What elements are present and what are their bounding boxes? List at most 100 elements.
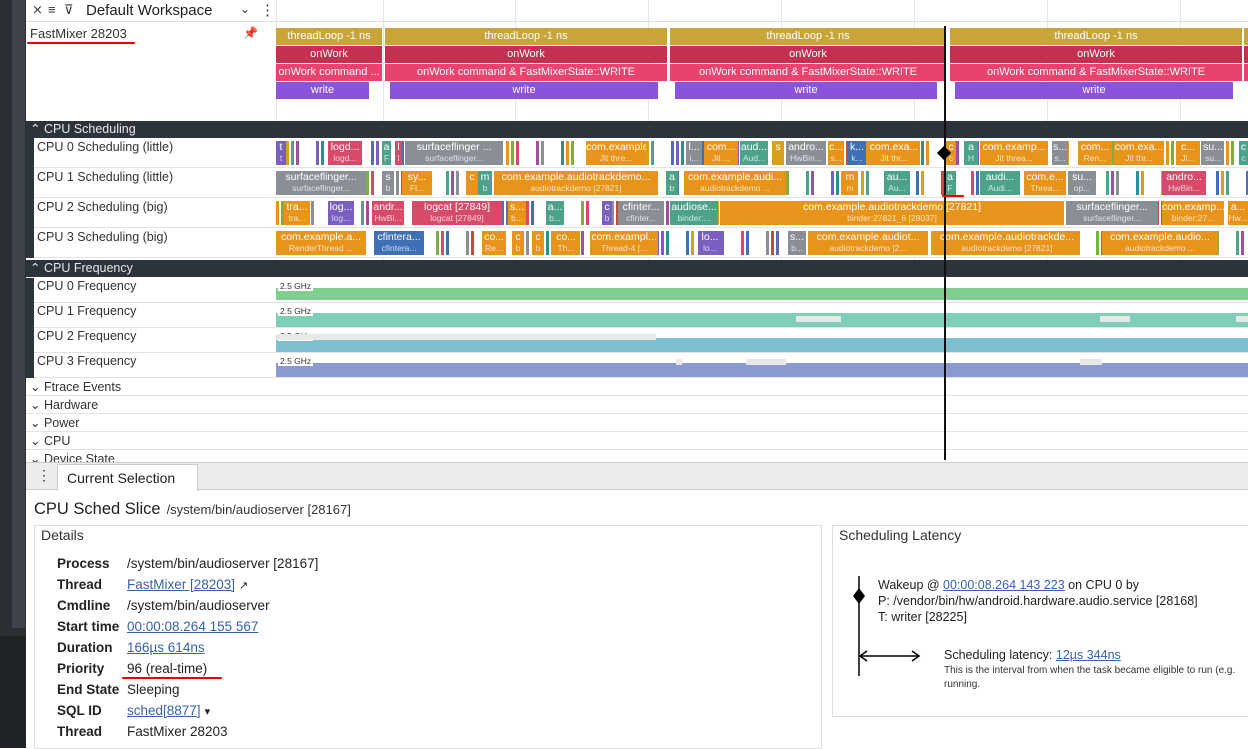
sched-slice[interactable]: su... op...	[1068, 171, 1096, 195]
sched-sliver[interactable]	[471, 231, 474, 255]
sched-slice[interactable]: s... b...	[508, 201, 526, 225]
sched-sliver[interactable]	[671, 141, 674, 165]
sched-sliver[interactable]	[931, 231, 934, 255]
sched-sliver[interactable]	[691, 231, 694, 255]
chevron-down-icon[interactable]: ▾	[204, 706, 211, 718]
sched-slice[interactable]: audiose... binder:...	[670, 201, 718, 225]
field-value[interactable]: 00:00:08.264 155 567	[127, 619, 259, 634]
sched-sliver[interactable]	[541, 141, 544, 165]
sched-sliver[interactable]	[526, 231, 529, 255]
sched-slice[interactable]: cfinter... cfinter...	[618, 201, 664, 225]
sched-sliver[interactable]	[921, 141, 924, 165]
sched-sliver[interactable]	[811, 171, 814, 195]
sched-slice[interactable]: com.example.audiot... audiotrackdemo [2..…	[808, 231, 928, 255]
sched-sliver[interactable]	[526, 201, 529, 225]
sched-sliver[interactable]	[441, 231, 444, 255]
sched-sliver[interactable]	[286, 141, 289, 165]
slice-edge[interactable]	[1244, 28, 1248, 45]
sched-sliver[interactable]	[741, 231, 744, 255]
sched-slice[interactable]: surfaceflinger... surfaceflinger...	[276, 171, 366, 195]
sched-sliver[interactable]	[1221, 171, 1224, 195]
field-value[interactable]: 166µs 614ns	[127, 640, 205, 655]
sched-sliver[interactable]	[666, 201, 669, 225]
sched-sliver[interactable]	[661, 231, 664, 255]
sched-slice[interactable]: a... Hw...	[1228, 201, 1248, 225]
freq-bar[interactable]	[276, 313, 1248, 327]
sched-slice[interactable]: com... Jit ...	[704, 141, 738, 165]
time-ruler[interactable]	[276, 0, 1248, 22]
sched-sliver[interactable]	[1216, 171, 1219, 195]
sched-slice[interactable]: su... su...	[1202, 141, 1224, 165]
freq-bar[interactable]	[276, 288, 1248, 300]
latency-value-link[interactable]: 12µs 344ns	[1055, 648, 1121, 662]
sched-slice[interactable]: surfaceflinger ... surfaceflinger...	[405, 141, 503, 165]
sched-slice[interactable]: com.example.audio... audiotrackdemo ...	[1102, 231, 1218, 255]
sched-sliver[interactable]	[511, 141, 514, 165]
sched-slice[interactable]: com.example.a... RenderThread ...	[276, 231, 366, 255]
sched-slice[interactable]: com.examp... binder:27...	[1162, 201, 1224, 225]
sched-slice[interactable]: logd... logd...	[328, 141, 362, 165]
collapsed-group[interactable]: ⌄ CPU	[30, 433, 70, 448]
sched-track-name[interactable]: CPU 2 Scheduling (big)	[37, 200, 168, 214]
freq-track-name[interactable]: CPU 1 Frequency	[37, 304, 137, 318]
sched-sliver[interactable]	[566, 141, 569, 165]
slice-row3[interactable]: onWork command & FastMixerState::WRITE	[385, 64, 667, 81]
sched-slice[interactable]: k... k...	[848, 141, 866, 165]
sched-sliver[interactable]	[311, 201, 314, 225]
slice-row4[interactable]: write	[955, 82, 1233, 99]
sched-sliver[interactable]	[366, 201, 369, 225]
filter-icon[interactable]: ⊽	[64, 2, 74, 17]
sched-sliver[interactable]	[531, 201, 534, 225]
sort-icon[interactable]: ≡	[48, 2, 56, 17]
sched-track-name[interactable]: CPU 0 Scheduling (little)	[37, 140, 174, 154]
sched-slice[interactable]: com.example...Jit thre...	[586, 141, 646, 165]
sched-slice[interactable]: s	[772, 141, 784, 165]
sched-sliver[interactable]	[616, 201, 619, 225]
sched-sliver[interactable]	[861, 171, 864, 195]
collapsed-group[interactable]: ⌄ Hardware	[30, 397, 98, 412]
sched-sliver[interactable]	[1141, 171, 1144, 195]
sched-sliver[interactable]	[771, 231, 774, 255]
sched-sliver[interactable]	[1106, 171, 1109, 195]
sched-sliver[interactable]	[291, 141, 294, 165]
sched-sliver[interactable]	[581, 231, 584, 255]
sched-sliver[interactable]	[746, 231, 749, 255]
slice-row1[interactable]: threadLoop -1 ns	[276, 28, 382, 45]
sched-sliver[interactable]	[866, 171, 869, 195]
sched-sliver[interactable]	[806, 171, 809, 195]
sched-slice[interactable]: com.example.audiotrackde... audiotrackdem…	[934, 231, 1080, 255]
sched-sliver[interactable]	[1096, 231, 1099, 255]
sched-slice[interactable]: com... Ren...	[1078, 141, 1112, 165]
slice-row3[interactable]: onWork command & FastMixerState::WRITE	[670, 64, 946, 81]
sched-slice[interactable]: com.e... Threa...	[1024, 171, 1066, 195]
slice-row2[interactable]: onWork	[276, 46, 382, 63]
sched-slice[interactable]: a... b...	[546, 201, 564, 225]
sched-sliver[interactable]	[651, 141, 654, 165]
sched-sliver[interactable]	[916, 171, 919, 195]
kebab-menu-icon[interactable]: ⋮	[37, 467, 51, 483]
sched-slice[interactable]: c	[466, 171, 478, 195]
sched-slice[interactable]: com.examp... Jit threa...	[980, 141, 1048, 165]
sched-sliver[interactable]	[1116, 171, 1119, 195]
sched-sliver[interactable]	[1166, 141, 1169, 165]
sched-slice[interactable]: aud... Aud...	[740, 141, 768, 165]
sched-sliver[interactable]	[836, 171, 839, 195]
chevron-down-icon[interactable]: ⌄	[240, 2, 251, 16]
sched-slice[interactable]: l... i...	[686, 141, 702, 165]
sched-sliver[interactable]	[446, 171, 449, 195]
slice-edge[interactable]	[1244, 46, 1248, 63]
sched-sliver[interactable]	[1236, 231, 1239, 255]
sched-slice[interactable]: surfaceflinger... surfaceflinger...	[1066, 201, 1158, 225]
sched-sliver[interactable]	[276, 201, 279, 225]
sched-slice[interactable]: com.exampl... Thread-4 [...	[590, 231, 658, 255]
freq-bar[interactable]	[276, 363, 1248, 377]
sched-sliver[interactable]	[316, 141, 319, 165]
slice-row1[interactable]: threadLoop -1 ns	[950, 28, 1242, 45]
external-link-icon[interactable]: ↗	[239, 580, 249, 592]
